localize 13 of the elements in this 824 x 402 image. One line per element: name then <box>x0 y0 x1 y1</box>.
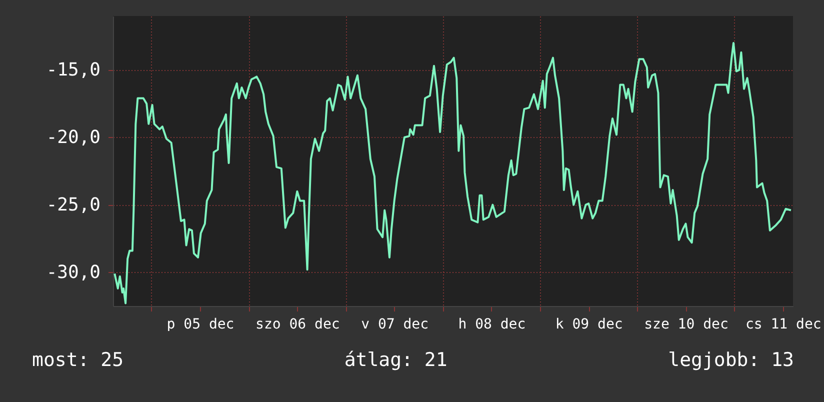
text: átlag: 21 <box>344 349 448 371</box>
x-tick-label: cs 11 dec <box>745 316 822 332</box>
y-tick-label: -25,0 <box>46 194 100 216</box>
x-tick-label: v 07 dec <box>361 316 429 332</box>
text: most: 25 <box>32 349 124 371</box>
x-tick-label: k 09 dec <box>555 316 623 332</box>
text: legjobb: 13 <box>668 349 794 371</box>
x-tick-label: szo 06 dec <box>256 316 340 332</box>
y-tick-label: -20,0 <box>46 126 100 148</box>
y-tick-label: -30,0 <box>46 262 100 283</box>
x-tick-label: sze 10 dec <box>644 316 728 332</box>
y-tick-label: -15,0 <box>46 59 100 80</box>
x-tick-label: h 08 dec <box>458 316 526 332</box>
